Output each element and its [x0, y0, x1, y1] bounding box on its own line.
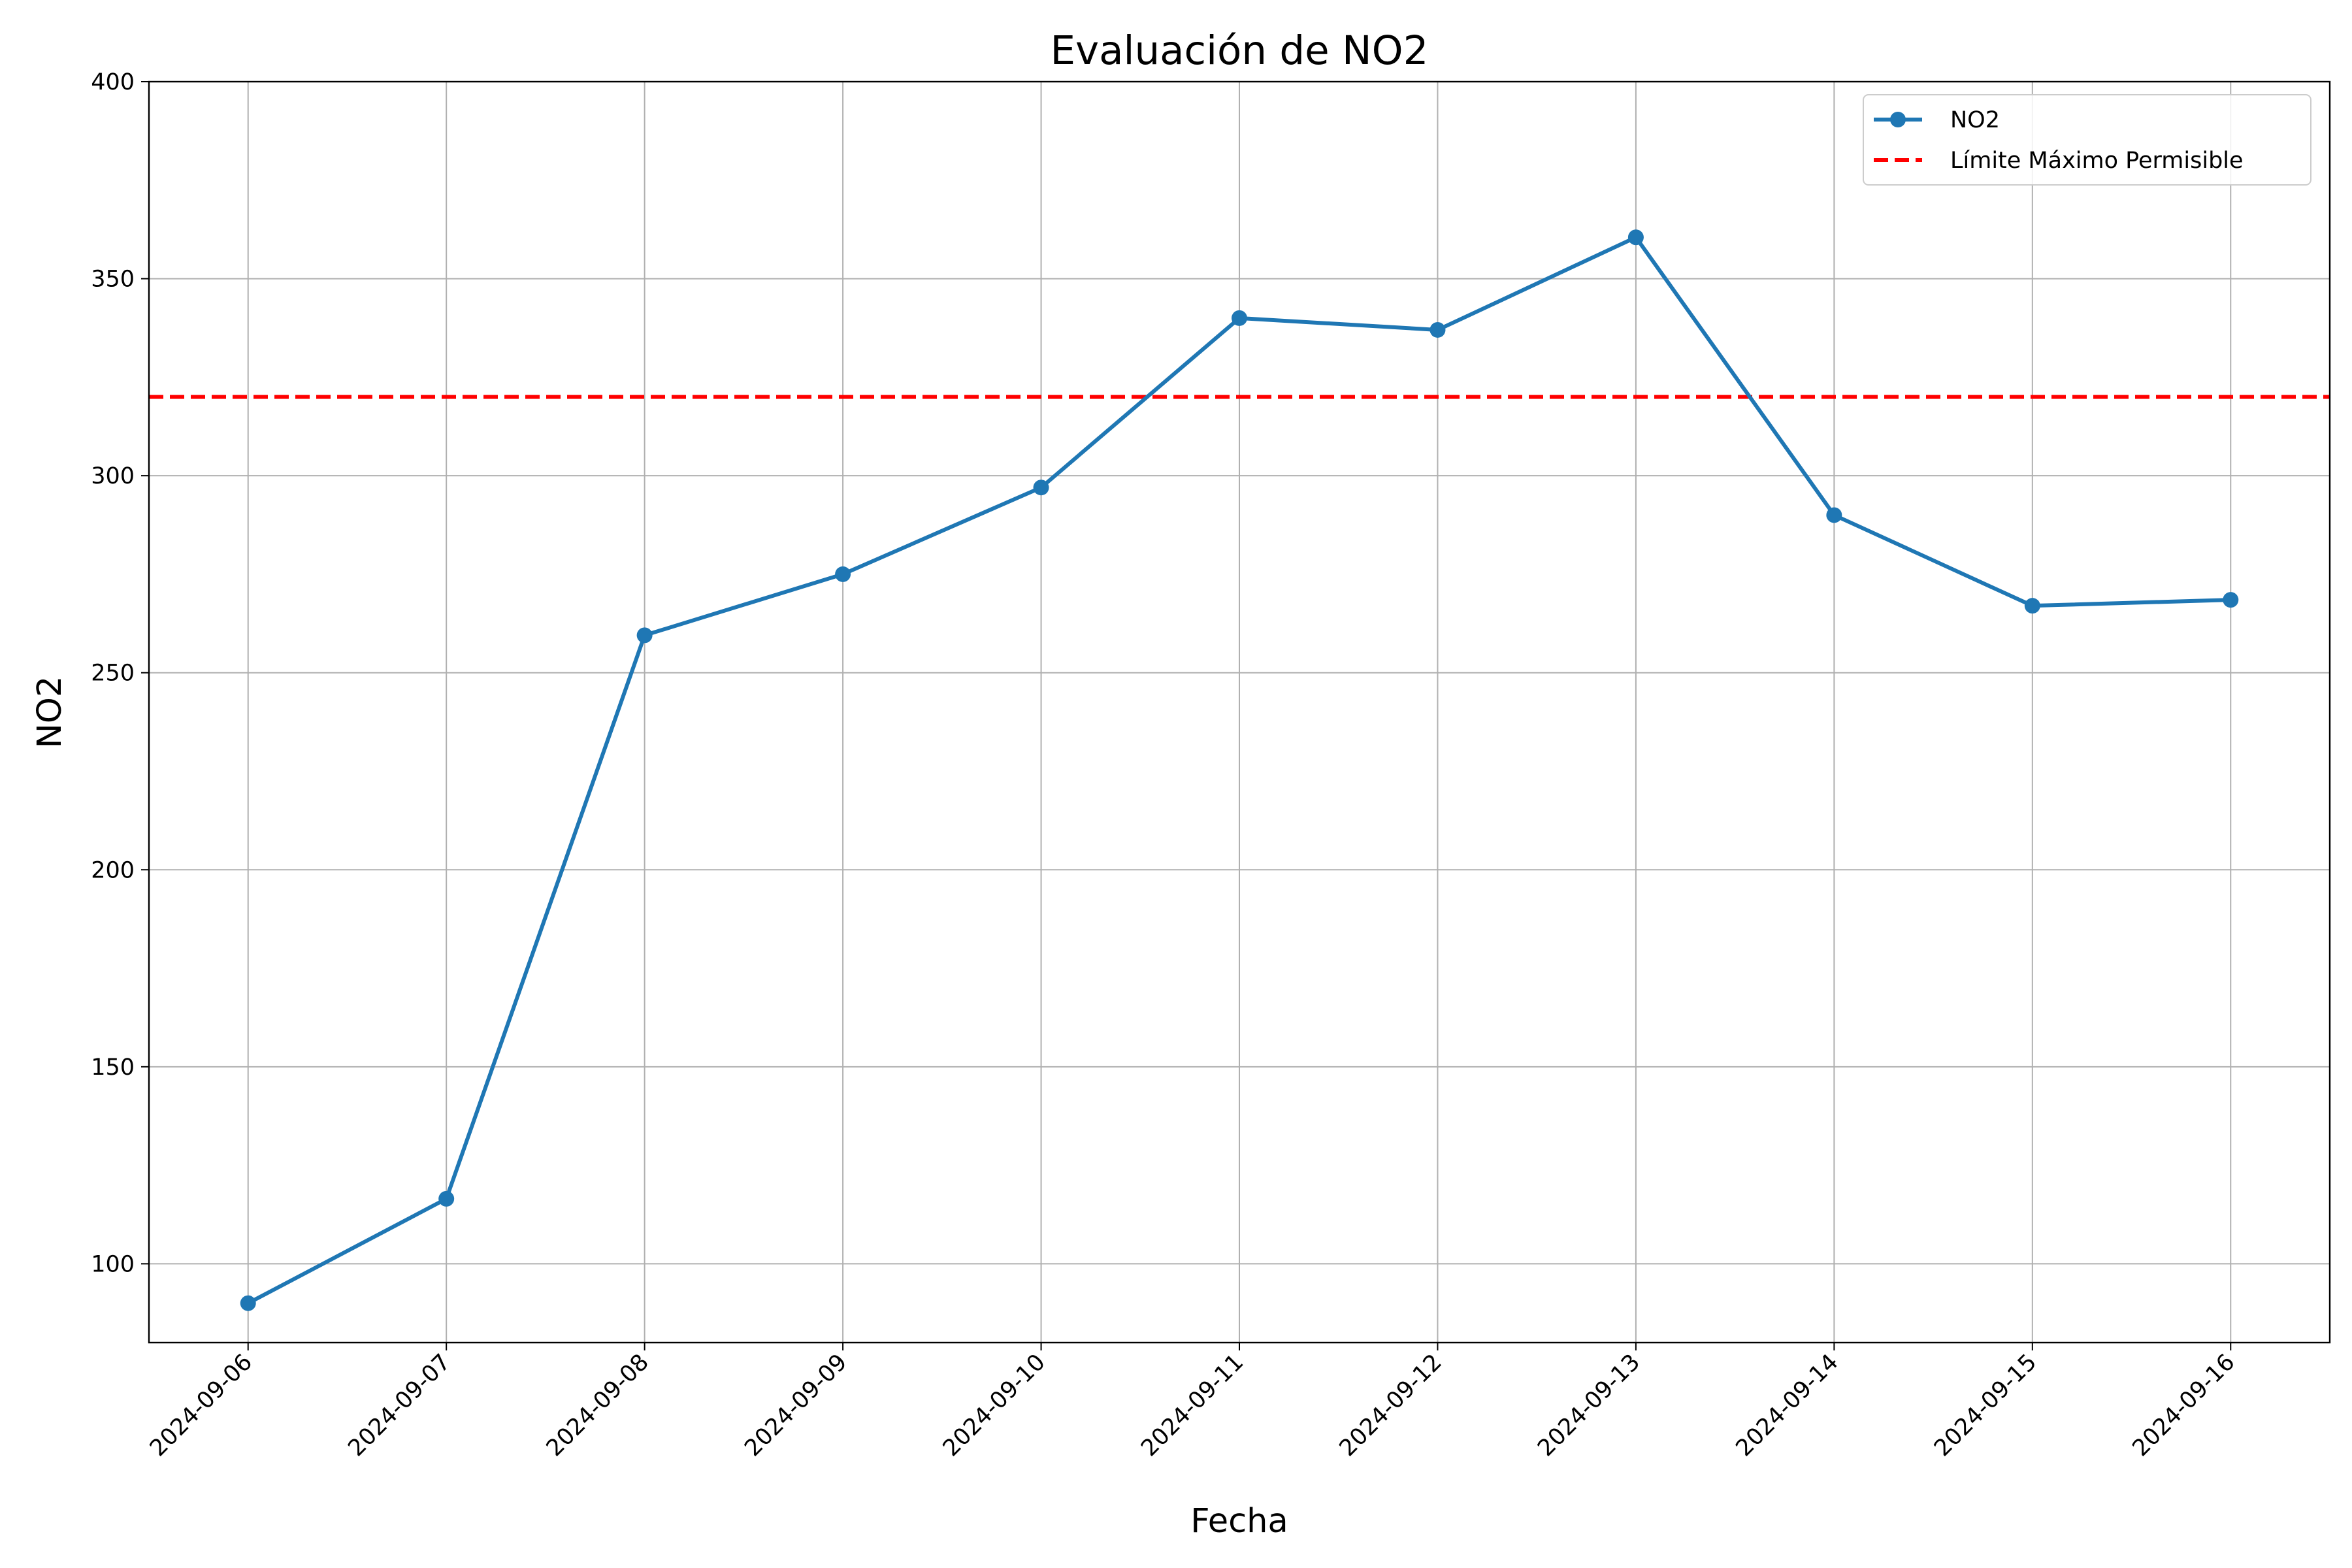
data-point — [1232, 310, 1247, 326]
data-point — [1627, 229, 1644, 246]
y-tick-label: 200 — [91, 857, 135, 883]
y-axis-title: NO2 — [31, 676, 69, 749]
y-tick-label: 250 — [91, 661, 135, 687]
legend-series-label: NO2 — [1950, 107, 2000, 133]
legend-box — [1863, 94, 2311, 186]
y-tick-label: 400 — [91, 69, 135, 95]
data-point — [636, 627, 653, 644]
data-point — [2223, 592, 2239, 608]
y-tick-label: 350 — [91, 267, 135, 293]
y-tick-label: 100 — [91, 1251, 135, 1277]
data-point — [835, 566, 851, 582]
x-axis-title: Fecha — [1190, 1502, 1288, 1541]
chart-title: Evaluación de NO2 — [1051, 27, 1429, 74]
data-point — [2024, 598, 2040, 614]
legend-reference-label: Límite Máximo Permisible — [1950, 148, 2244, 174]
grid — [149, 81, 2330, 1343]
y-tick-label: 300 — [91, 463, 135, 489]
y-axis: 100 150 200 250 300 350 400 — [91, 69, 149, 1277]
data-point — [1033, 480, 1049, 496]
series-layer — [240, 229, 2239, 1311]
data-point — [1826, 507, 1842, 523]
data-point — [438, 1190, 455, 1207]
data-point — [240, 1295, 256, 1311]
data-point — [1429, 321, 1446, 338]
y-tick-label: 150 — [91, 1054, 135, 1081]
legend-series-marker — [1890, 112, 1906, 127]
legend: NO2 Límite Máximo Permisible — [1863, 94, 2311, 186]
